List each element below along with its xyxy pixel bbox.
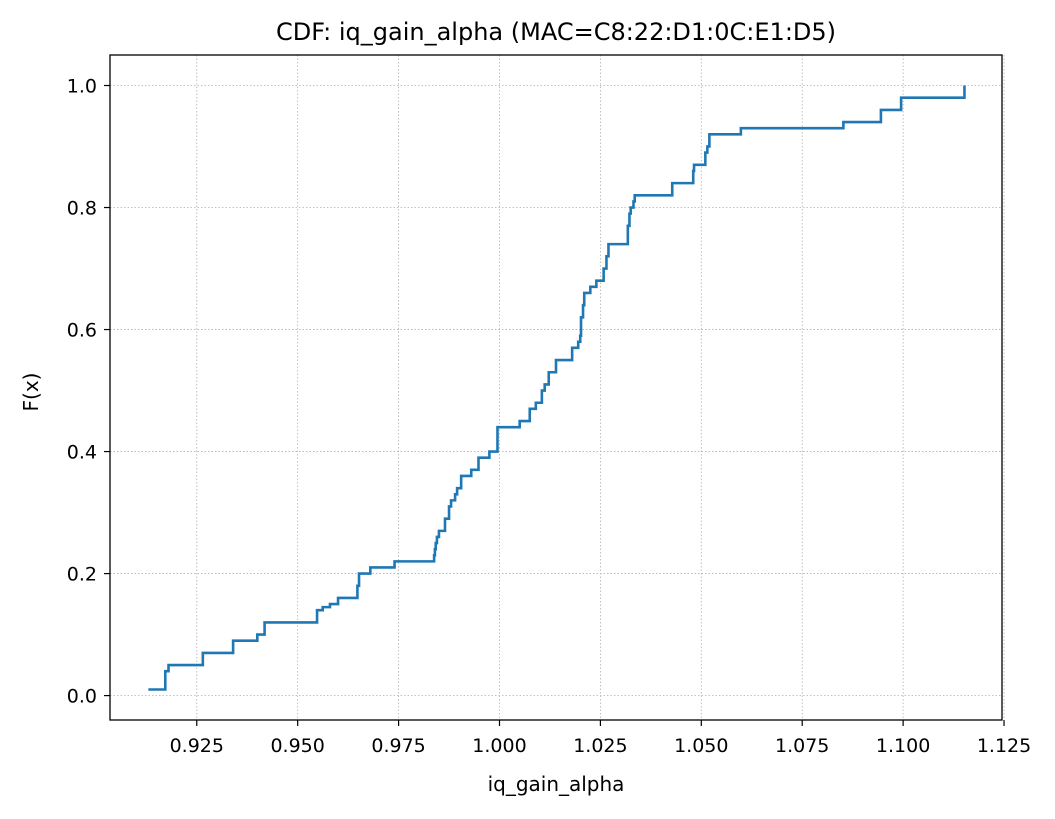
y-tick-label: 0.8 xyxy=(67,198,97,220)
x-tick-label: 1.075 xyxy=(775,735,829,757)
x-tick-label: 1.025 xyxy=(573,735,627,757)
y-tick-label: 0.0 xyxy=(67,686,97,708)
cdf-step-line xyxy=(148,85,966,691)
x-tick-label: 0.950 xyxy=(270,735,324,757)
plot-frame xyxy=(109,54,1003,721)
x-tick-label: 0.925 xyxy=(170,735,224,757)
y-tick-label: 0.2 xyxy=(67,564,97,586)
x-tick-label: 1.125 xyxy=(977,735,1031,757)
series-layer xyxy=(148,85,966,691)
x-tick-label: 1.000 xyxy=(472,735,526,757)
grid-lines xyxy=(110,55,1005,720)
y-axis-title: F(x) xyxy=(19,373,43,412)
y-tick-label: 0.4 xyxy=(67,442,97,464)
axis-ticks: 0.925 0.950 0.975 1.000 1.025 1.050 1.075 1.100… xyxy=(67,76,1031,757)
chart-title: CDF: iq_gain_alpha (MAC=C8:22:D1:0C:E1:D… xyxy=(276,18,836,46)
y-tick-label: 1.0 xyxy=(67,76,97,98)
x-axis-title: iq_gain_alpha xyxy=(488,772,625,796)
x-tick-label: 1.050 xyxy=(674,735,728,757)
x-tick-label: 1.100 xyxy=(876,735,930,757)
y-tick-label: 0.6 xyxy=(67,320,97,342)
x-tick-label: 0.975 xyxy=(371,735,425,757)
